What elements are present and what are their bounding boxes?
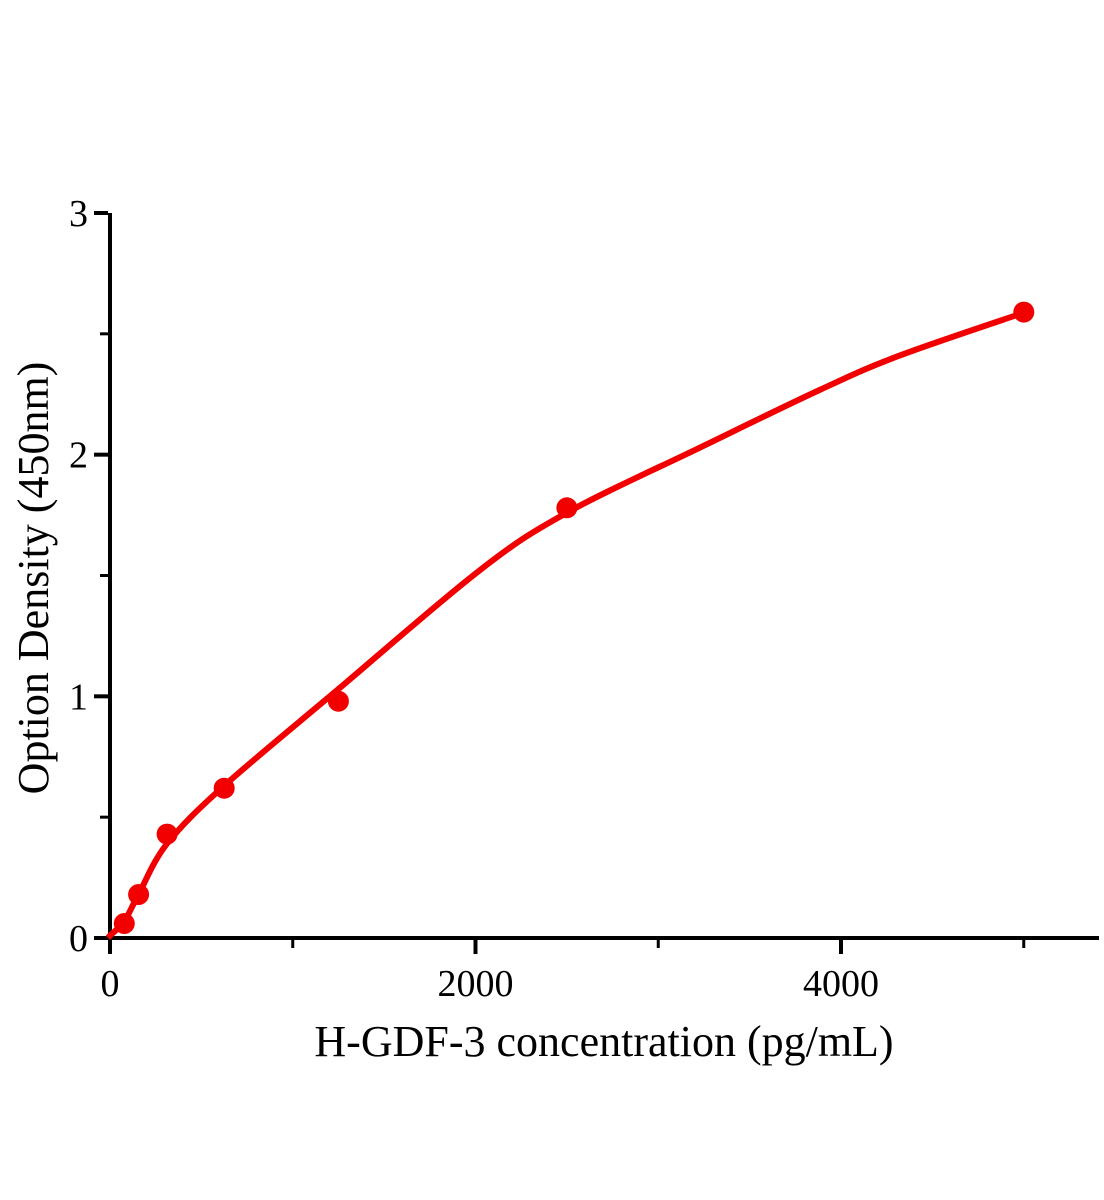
data-point — [556, 497, 578, 519]
y-axis-title: Option Density (450nm) — [9, 362, 58, 795]
y-tick-label: 2 — [69, 435, 88, 477]
ticks-layer — [94, 210, 1026, 954]
data-point — [113, 913, 135, 934]
axes-layer — [108, 213, 1099, 940]
data-point — [1013, 301, 1035, 323]
x-axis-title: H-GDF-3 concentration (pg/mL) — [314, 1017, 893, 1066]
data-points-group — [113, 301, 1035, 934]
x-tick-label: 4000 — [803, 963, 879, 1005]
tick-labels-layer: 0 2000 4000 0 1 2 3 — [69, 193, 879, 1005]
data-point — [128, 884, 150, 905]
y-tick-label: 0 — [69, 918, 88, 960]
x-tick-label: 0 — [101, 963, 120, 1005]
x-tick-label: 2000 — [438, 963, 514, 1005]
fit-curve-line — [105, 308, 1030, 940]
data-point — [213, 777, 235, 799]
data-point — [156, 823, 178, 845]
data-point — [327, 690, 349, 712]
y-tick-label: 3 — [69, 193, 88, 235]
y-tick-label: 1 — [69, 676, 88, 718]
